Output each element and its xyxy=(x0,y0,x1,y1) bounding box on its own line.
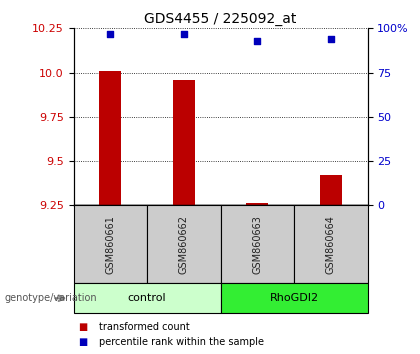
Title: GDS4455 / 225092_at: GDS4455 / 225092_at xyxy=(144,12,297,26)
Text: control: control xyxy=(128,293,166,303)
Text: RhoGDI2: RhoGDI2 xyxy=(270,293,318,303)
Bar xyxy=(320,175,342,205)
Text: genotype/variation: genotype/variation xyxy=(4,293,97,303)
Bar xyxy=(220,283,368,313)
Point xyxy=(328,36,334,42)
Point xyxy=(254,38,260,44)
Bar xyxy=(246,202,268,205)
Bar xyxy=(173,80,195,205)
Bar xyxy=(147,205,220,283)
Text: GSM860664: GSM860664 xyxy=(326,215,336,274)
Text: transformed count: transformed count xyxy=(99,322,189,332)
Text: GSM860662: GSM860662 xyxy=(179,215,189,274)
Bar xyxy=(74,205,147,283)
Text: ■: ■ xyxy=(78,322,87,332)
Bar xyxy=(99,71,121,205)
Point xyxy=(107,31,113,36)
Text: GSM860663: GSM860663 xyxy=(252,215,262,274)
Bar xyxy=(74,283,220,313)
Bar xyxy=(220,205,294,283)
Text: percentile rank within the sample: percentile rank within the sample xyxy=(99,337,264,347)
Text: ■: ■ xyxy=(78,337,87,347)
Bar xyxy=(294,205,368,283)
Point xyxy=(181,31,187,36)
Text: GSM860661: GSM860661 xyxy=(105,215,115,274)
